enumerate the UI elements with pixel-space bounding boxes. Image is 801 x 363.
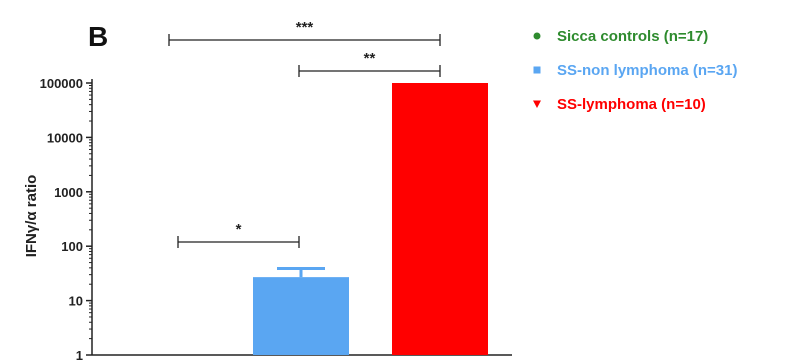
legend-marker-square (533, 66, 541, 74)
legend-marker-triangle (533, 100, 541, 108)
significance-brackets: ****** (168, 19, 441, 248)
legend-label: SS-lymphoma (n=10) (557, 96, 706, 113)
legend: Sicca controls (n=17) SS-non lymphoma (n=… (533, 28, 737, 113)
sig-label: * (236, 221, 242, 238)
y-tick-label: 100000 (40, 76, 83, 91)
y-tick-label: 100 (61, 239, 83, 254)
y-tick-label: 1000 (54, 185, 83, 200)
legend-marker-circle (533, 32, 541, 40)
bar-1 (253, 277, 349, 355)
legend-label: Sicca controls (n=17) (557, 28, 708, 45)
y-axis-label: IFNγ/α ratio (23, 175, 40, 258)
bars (253, 83, 488, 355)
panel-label: B (88, 21, 108, 52)
y-tick-label: 10000 (47, 130, 83, 145)
bar-2 (392, 83, 488, 355)
sig-label: *** (296, 19, 314, 36)
y-tick-label: 10 (69, 294, 83, 309)
axes: 1 10 100 1000 10000 100000 (40, 76, 512, 363)
legend-label: SS-non lymphoma (n=31) (557, 62, 737, 79)
y-tick-label: 1 (76, 348, 83, 363)
sig-label: ** (364, 50, 376, 67)
